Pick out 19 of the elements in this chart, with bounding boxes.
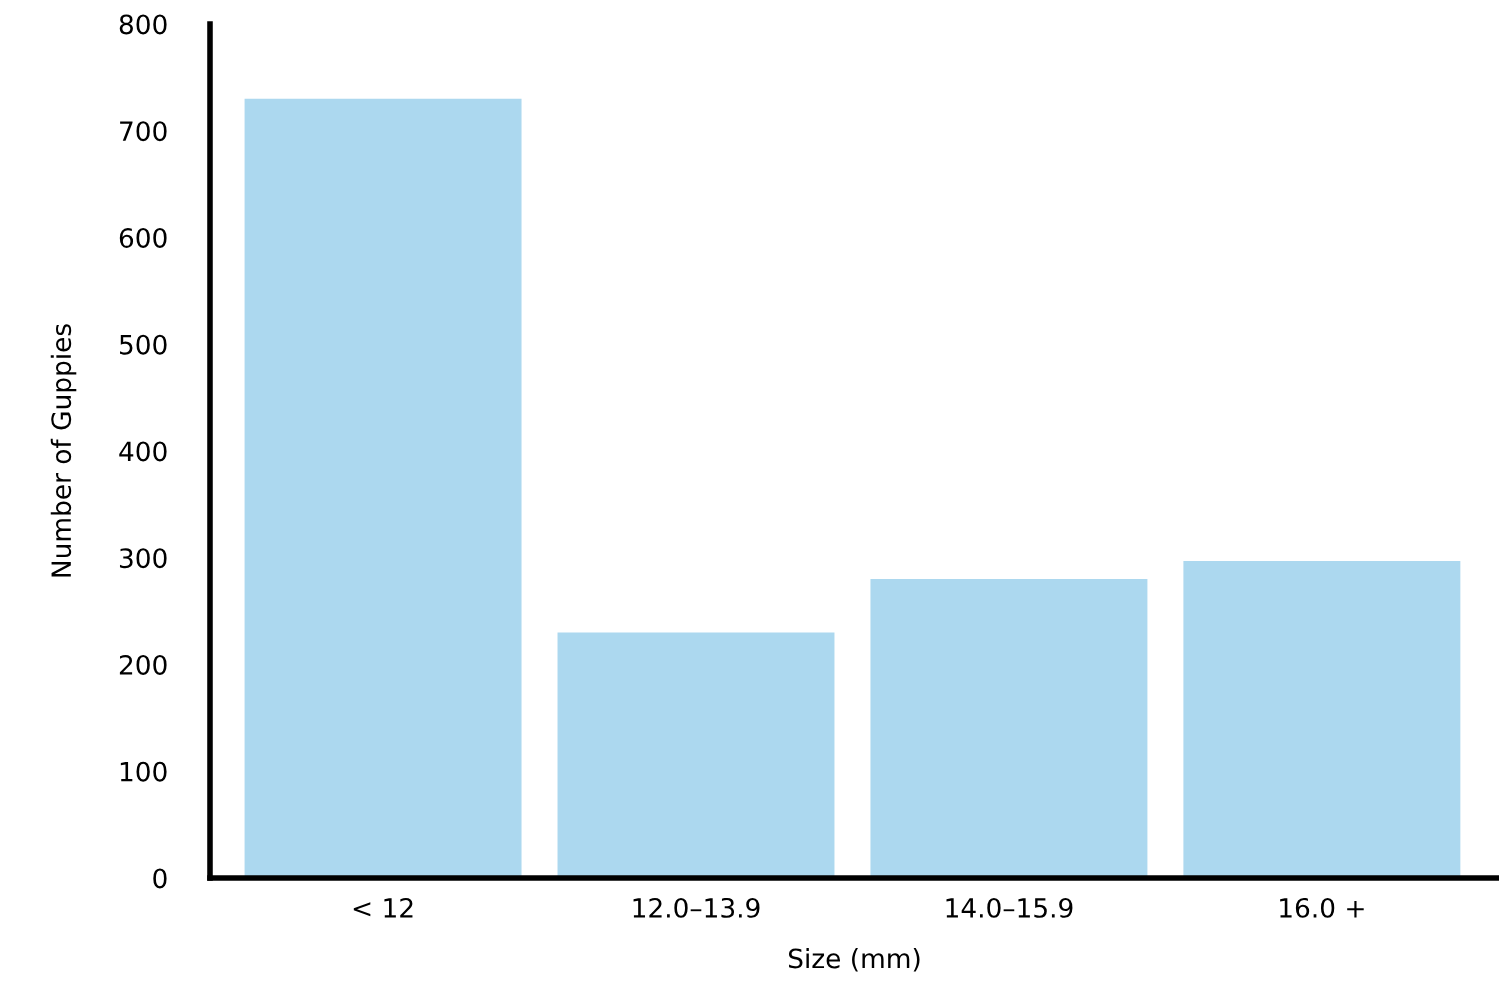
y-tick-label: 600 [119,227,167,248]
x-tick-label: < 12 [353,897,413,918]
y-tick-label: 0 [153,868,167,889]
y-tick-label: 500 [120,334,167,355]
bar [557,632,835,878]
y-axis-title: Number of Guppies [50,324,77,577]
x-tick-label: 16.0 + [1280,897,1364,918]
bar [870,579,1148,878]
y-tick-label: 400 [119,441,167,462]
x-tick-label: 12.0–13.9 [633,897,760,918]
bar [244,98,522,878]
y-tick-label: 200 [119,654,167,675]
y-tick-label: 300 [119,548,167,569]
y-tick-label: 100 [120,761,167,782]
x-axis-title: Size (mm) [788,947,920,972]
bar [1183,560,1461,878]
x-tick-label: 14.0–15.9 [946,897,1073,918]
y-tick-label: 700 [120,121,167,142]
y-tick-label: 800 [119,14,167,35]
